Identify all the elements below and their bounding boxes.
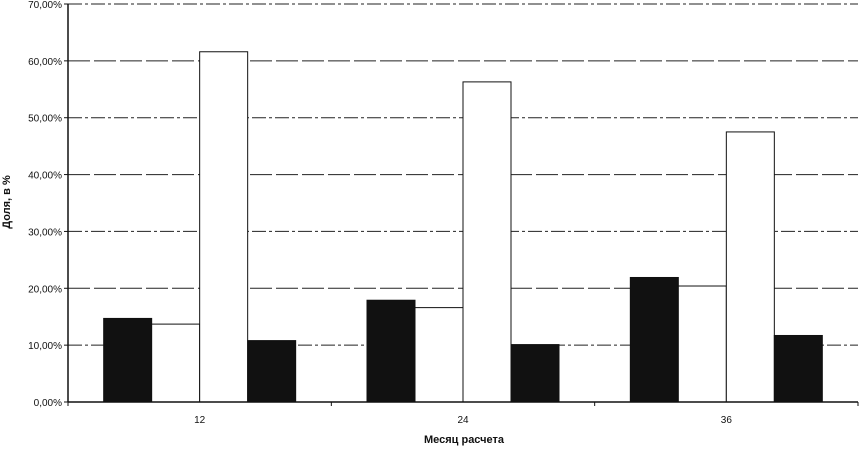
y-tick-label: 20,00% bbox=[28, 284, 62, 295]
bar bbox=[414, 307, 464, 403]
x-tick-labels: 12 24 36 bbox=[67, 402, 859, 426]
bar bbox=[510, 344, 560, 403]
bar bbox=[199, 51, 249, 403]
y-tick-label: 60,00% bbox=[28, 57, 62, 68]
bar bbox=[725, 131, 775, 403]
x-tick-label: 12 bbox=[194, 415, 206, 426]
bars bbox=[103, 51, 823, 403]
y-tick-label: 0,00% bbox=[34, 398, 62, 409]
x-tick-label: 36 bbox=[721, 415, 733, 426]
bar bbox=[773, 334, 823, 403]
bar bbox=[677, 285, 727, 403]
y-tick-labels: 0,00% 10,00% 20,00% 30,00% 40,00% 50,00% 60,00… bbox=[28, 0, 68, 409]
bar bbox=[103, 317, 153, 403]
y-tick-label: 40,00% bbox=[28, 171, 62, 182]
y-tick-label: 10,00% bbox=[28, 341, 62, 352]
axes bbox=[67, 4, 858, 403]
bar bbox=[151, 323, 201, 403]
y-tick-label: 30,00% bbox=[28, 227, 62, 238]
bar bbox=[462, 81, 512, 403]
y-axis-label: Доля, в % bbox=[1, 175, 13, 229]
bar bbox=[247, 340, 297, 403]
x-tick-label: 24 bbox=[457, 415, 469, 426]
x-axis-label: Месяц расчета bbox=[424, 434, 505, 446]
bar bbox=[629, 276, 679, 403]
bar bbox=[366, 299, 416, 403]
y-tick-label: 70,00% bbox=[28, 0, 62, 11]
y-tick-label: 50,00% bbox=[28, 114, 62, 125]
